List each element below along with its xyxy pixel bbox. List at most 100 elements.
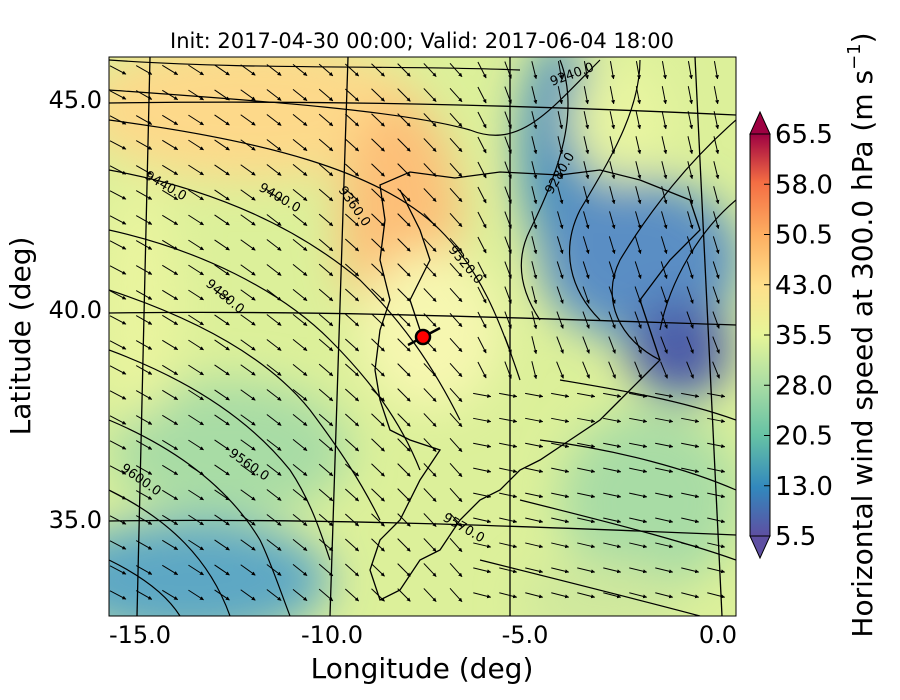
wind-arrow	[449, 587, 463, 603]
colorbar-ticks: 5.5 13.0 20.5 28.0 35.5 43.0 50.5 58.0 65.5	[764, 120, 833, 552]
wind-arrow	[577, 542, 596, 549]
wind-arrow	[525, 592, 544, 599]
coastline	[369, 169, 701, 601]
wind-arrow	[240, 64, 256, 76]
wind-arrow	[266, 264, 282, 276]
wind-arrow	[681, 417, 700, 423]
wind-arrow	[577, 392, 596, 398]
wind-arrow	[603, 442, 622, 449]
wind-arrow	[344, 563, 360, 577]
colorbar-tick-label: 35.5	[775, 321, 833, 351]
wind-arrow	[109, 65, 127, 75]
wind-arrow	[397, 413, 411, 427]
wind-arrow	[423, 363, 437, 377]
wind-arrow	[188, 64, 204, 76]
wind-arrow	[344, 513, 360, 527]
wind-arrow	[214, 114, 230, 126]
wind-arrow	[344, 288, 360, 302]
location-marker	[407, 326, 441, 347]
wind-arrow	[608, 336, 616, 354]
wind-arrow	[577, 492, 596, 499]
wind-arrow	[629, 492, 648, 499]
wind-arrow	[660, 361, 668, 379]
colorbar-tick-label: 43.0	[775, 271, 833, 301]
wind-arrow	[634, 311, 642, 329]
wind-arrow	[557, 111, 564, 130]
wind-arrow	[135, 240, 153, 250]
wind-arrow	[188, 114, 204, 126]
wind-arrow	[556, 286, 564, 304]
wind-arrow	[477, 361, 487, 379]
wind-arrow	[397, 388, 411, 402]
wind-arrow	[707, 417, 726, 423]
wind-arrow	[661, 136, 668, 155]
wind-arrow	[577, 442, 596, 449]
wind-arrow	[162, 364, 179, 376]
wind-arrow	[661, 111, 668, 130]
wind-arrow	[162, 89, 179, 101]
wind-arrow	[135, 190, 153, 200]
wind-arrow	[681, 392, 700, 398]
wind-arrow	[634, 361, 642, 379]
wind-arrow	[473, 592, 492, 599]
wind-arrow	[397, 438, 411, 452]
wind-arrow	[423, 88, 437, 102]
wind-arrow	[188, 289, 204, 301]
wind-arrow	[686, 336, 694, 354]
wind-arrow	[188, 89, 204, 101]
wind-arrow	[477, 211, 487, 229]
wind-arrow	[318, 213, 334, 227]
wind-arrow	[449, 262, 463, 278]
wind-arrow	[162, 264, 179, 276]
wind-arrow	[686, 311, 694, 329]
wind-arrow	[266, 464, 282, 476]
wind-arrow	[318, 463, 334, 477]
wind-arrow	[655, 417, 674, 423]
wind-arrow	[371, 163, 385, 177]
wind-arrow	[499, 542, 518, 549]
wind-arrow	[188, 314, 204, 326]
wind-arrow	[557, 186, 564, 205]
wind-arrow	[371, 238, 385, 252]
wind-arrow	[240, 214, 256, 226]
wind-arrow	[655, 517, 674, 524]
wind-arrow	[583, 136, 590, 155]
wind-arrow	[635, 186, 642, 205]
wind-arrow	[477, 311, 487, 329]
wind-arrow	[556, 361, 564, 379]
wind-arrow	[477, 161, 487, 179]
wind-arrow	[266, 114, 282, 126]
wind-arrow	[686, 261, 694, 279]
wind-arrow	[525, 392, 544, 398]
wind-arrow	[318, 488, 334, 502]
wind-arrow	[629, 392, 648, 398]
wind-arrow	[609, 86, 615, 105]
wind-arrow	[609, 186, 616, 205]
wind-arrow	[603, 467, 622, 474]
wind-arrow	[344, 363, 360, 377]
wind-arrow	[712, 361, 720, 379]
wind-arrow	[687, 161, 694, 180]
wind-arrow	[661, 86, 667, 105]
wind-arrow	[551, 492, 570, 499]
wind-arrow	[371, 63, 385, 77]
wind-arrow	[371, 488, 385, 502]
colorbar-tick-label: 5.5	[775, 522, 816, 552]
wind-arrow	[531, 286, 538, 305]
wind-arrow	[582, 261, 590, 279]
wind-arrow	[449, 87, 463, 103]
wind-arrow	[629, 542, 648, 549]
wind-arrow	[109, 415, 127, 425]
wind-arrow	[499, 492, 518, 499]
wind-arrow	[162, 589, 179, 601]
wind-arrow	[266, 89, 282, 101]
wind-arrow	[266, 364, 282, 376]
wind-arrow	[655, 542, 674, 549]
wind-arrow	[531, 211, 538, 230]
wind-arrow	[531, 311, 538, 330]
wind-arrow	[135, 165, 153, 175]
wind-arrow	[371, 288, 385, 302]
wind-arrow	[629, 442, 648, 449]
wind-arrow	[681, 517, 700, 524]
